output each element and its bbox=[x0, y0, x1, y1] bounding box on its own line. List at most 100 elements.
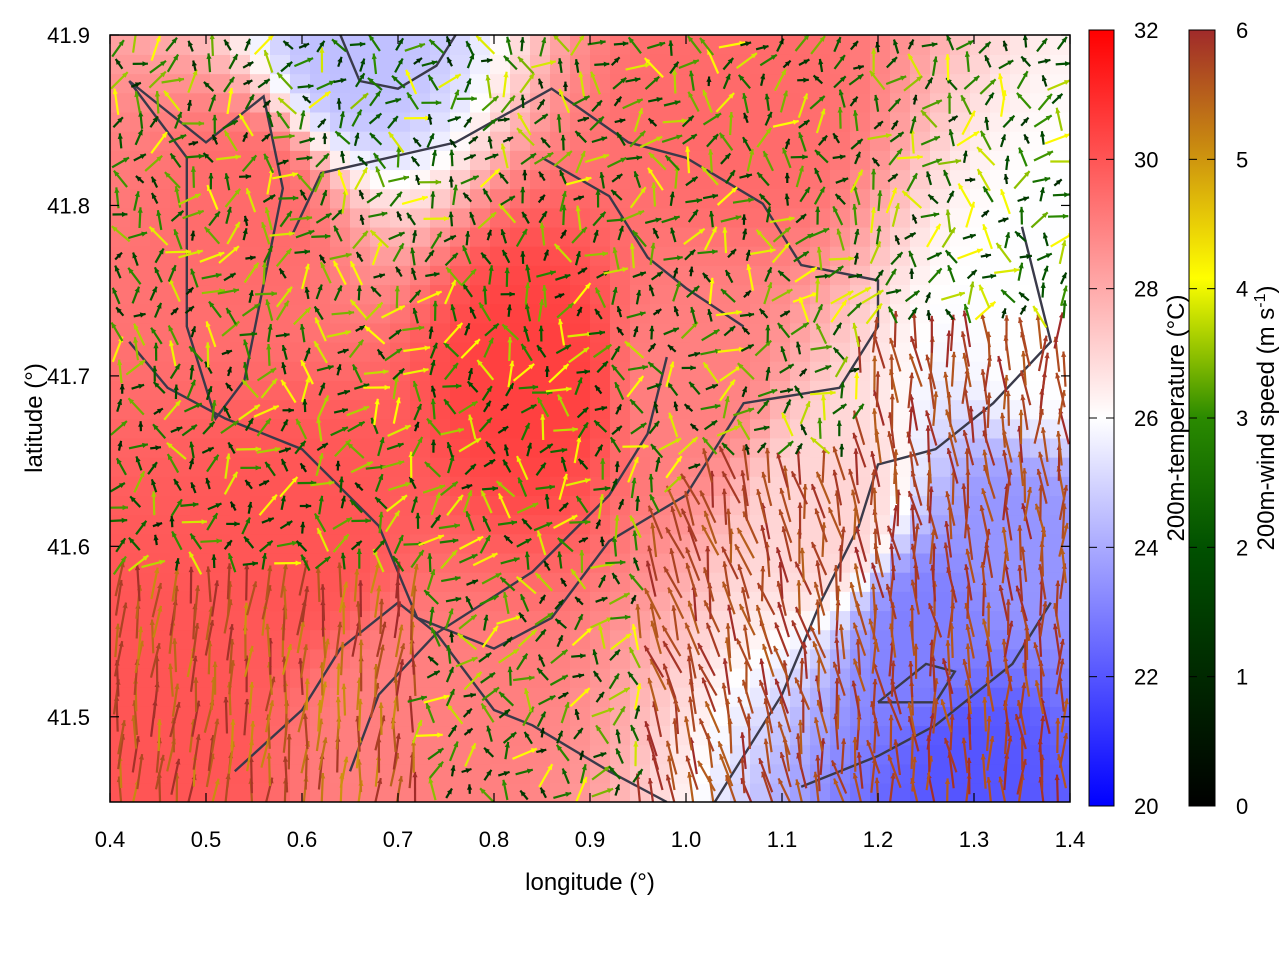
temperature-cell bbox=[130, 130, 151, 151]
temperature-cell bbox=[210, 418, 231, 439]
temperature-cell bbox=[790, 73, 811, 94]
temperature-cell bbox=[830, 150, 851, 171]
temperature-cell bbox=[910, 188, 931, 209]
temperature-cell bbox=[450, 686, 471, 707]
temperature-cell bbox=[650, 130, 671, 151]
temperature-cell bbox=[930, 418, 951, 439]
temperature-cell bbox=[410, 111, 431, 132]
temperature-cell bbox=[490, 265, 511, 286]
temperature-cell bbox=[610, 763, 631, 784]
temperature-cell bbox=[490, 303, 511, 324]
temperature-cell bbox=[130, 380, 151, 401]
temperature-cell bbox=[190, 226, 211, 247]
temperature-cell bbox=[430, 514, 451, 535]
temperature-cell bbox=[710, 476, 731, 496]
temperature-cell bbox=[130, 533, 151, 554]
temperature-cell bbox=[490, 54, 511, 75]
temperature-cell bbox=[690, 571, 711, 592]
temperature-cell bbox=[770, 495, 791, 516]
temperature-cell bbox=[310, 686, 331, 707]
temperature-cell bbox=[550, 437, 571, 458]
temperature-cell bbox=[210, 763, 231, 784]
temperature-cell bbox=[530, 763, 551, 784]
temperature-cell bbox=[370, 322, 391, 343]
temperature-cell bbox=[190, 207, 211, 228]
temperature-cell bbox=[810, 92, 831, 113]
temperature-cell bbox=[490, 188, 511, 209]
temperature-cell bbox=[930, 73, 951, 94]
temperature-cell bbox=[590, 73, 611, 94]
temperature-cell bbox=[270, 629, 291, 650]
temperature-cell bbox=[530, 284, 551, 305]
temperature-cell bbox=[510, 514, 531, 535]
temperature-cell bbox=[310, 610, 331, 631]
temperature-cell bbox=[1050, 610, 1070, 631]
temperature-cell bbox=[470, 245, 491, 266]
temperature-cell bbox=[850, 92, 871, 113]
temperature-cell bbox=[1010, 35, 1031, 55]
temperature-cell bbox=[930, 35, 951, 55]
temperature-cell bbox=[170, 399, 191, 420]
temperature-cell bbox=[470, 92, 491, 113]
temperature-cell bbox=[550, 322, 571, 343]
temperature-cell bbox=[510, 456, 531, 477]
temperature-cell bbox=[570, 552, 591, 573]
temperature-cell bbox=[890, 322, 911, 343]
temperature-colorbar-label: 200m-temperature (°C) bbox=[1163, 294, 1190, 541]
temperature-cell bbox=[770, 188, 791, 209]
temperature-cell bbox=[790, 763, 811, 784]
colorbar-tick-label: 4 bbox=[1236, 277, 1248, 302]
temperature-cell bbox=[270, 111, 291, 132]
temperature-cell bbox=[950, 399, 971, 420]
temperature-cell bbox=[950, 725, 971, 746]
temperature-cell bbox=[350, 380, 371, 401]
temperature-cell bbox=[550, 245, 571, 266]
temperature-cell bbox=[630, 706, 651, 727]
temperature-cell bbox=[950, 92, 971, 113]
temperature-cell bbox=[850, 380, 871, 401]
temperature-cell bbox=[350, 360, 371, 381]
temperature-cell bbox=[610, 92, 631, 113]
temperature-cell bbox=[1010, 111, 1031, 132]
temperature-cell bbox=[630, 150, 651, 171]
temperature-cell bbox=[730, 341, 751, 362]
temperature-cell bbox=[730, 303, 751, 324]
temperature-cell bbox=[530, 533, 551, 554]
temperature-cell bbox=[410, 418, 431, 439]
temperature-cell bbox=[930, 130, 951, 151]
temperature-cell bbox=[310, 399, 331, 420]
temperature-cell bbox=[570, 207, 591, 228]
temperature-cell bbox=[270, 514, 291, 535]
temperature-cell bbox=[430, 265, 451, 286]
temperature-cell bbox=[170, 571, 191, 592]
temperature-cell bbox=[470, 533, 491, 554]
temperature-cell bbox=[270, 54, 291, 75]
temperature-cell bbox=[870, 226, 891, 247]
temperature-cell bbox=[390, 437, 411, 458]
temperature-cell bbox=[850, 686, 871, 707]
temperature-cell bbox=[1050, 706, 1070, 727]
temperature-cell bbox=[670, 169, 691, 190]
temperature-cell bbox=[690, 399, 711, 420]
temperature-cell bbox=[230, 399, 251, 420]
temperature-cell bbox=[130, 92, 151, 113]
temperature-cell bbox=[870, 571, 891, 592]
temperature-cell bbox=[650, 207, 671, 228]
temperature-cell bbox=[290, 322, 311, 343]
temperature-cell bbox=[830, 648, 851, 669]
temperature-cell bbox=[830, 380, 851, 401]
temperature-cell bbox=[150, 322, 171, 343]
temperature-cell bbox=[650, 169, 671, 190]
temperature-cell bbox=[210, 571, 231, 592]
temperature-cell bbox=[490, 744, 511, 765]
temperature-cell bbox=[770, 245, 791, 266]
temperature-cell bbox=[170, 514, 191, 535]
temperature-cell bbox=[330, 437, 351, 458]
temperature-cell bbox=[130, 265, 151, 286]
temperature-cell bbox=[910, 226, 931, 247]
temperature-cell bbox=[530, 207, 551, 228]
temperature-cell bbox=[770, 399, 791, 420]
temperature-cell bbox=[950, 629, 971, 650]
temperature-cell bbox=[850, 111, 871, 132]
temperature-cell bbox=[250, 495, 271, 516]
